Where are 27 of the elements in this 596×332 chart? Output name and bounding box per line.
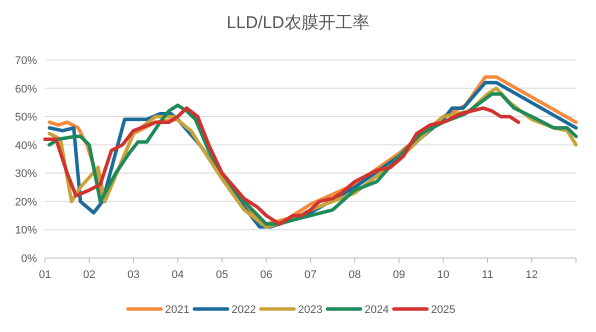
x-tick-label: 01 — [38, 269, 52, 281]
y-tick-label: 0% — [21, 253, 38, 265]
chart-title: LLD/LD农膜开工率 — [226, 13, 370, 32]
line-series — [43, 106, 520, 226]
x-tick-label: 06 — [260, 269, 272, 281]
y-tick-label: 60% — [14, 83, 38, 96]
x-tick-label: 04 — [172, 269, 184, 281]
legend-label: 2024 — [364, 304, 389, 316]
y-tick-label: 20% — [14, 196, 38, 208]
y-tick-label: 70% — [14, 55, 38, 67]
legend-label: 2025 — [430, 304, 456, 316]
x-tick-label: 05 — [216, 269, 228, 281]
legend-label: 2023 — [298, 304, 322, 316]
x-tick-label: 07 — [304, 269, 317, 281]
x-tick-label: 11 — [482, 269, 494, 281]
y-tick-label: 30% — [14, 168, 38, 180]
x-tick-label: 10 — [437, 269, 450, 281]
x-tick-label: 12 — [526, 269, 538, 281]
y-tick-label: 10% — [14, 224, 38, 237]
x-tick-label: 02 — [83, 269, 96, 281]
x-tick-label: 09 — [392, 269, 406, 281]
y-tick-label: 50% — [14, 112, 38, 124]
legend-label: 2022 — [231, 304, 256, 316]
x-tick-label: 03 — [127, 269, 140, 281]
y-tick-label: 40% — [14, 140, 38, 152]
legend-label: 2021 — [165, 304, 190, 316]
x-tick-label: 08 — [348, 269, 361, 281]
